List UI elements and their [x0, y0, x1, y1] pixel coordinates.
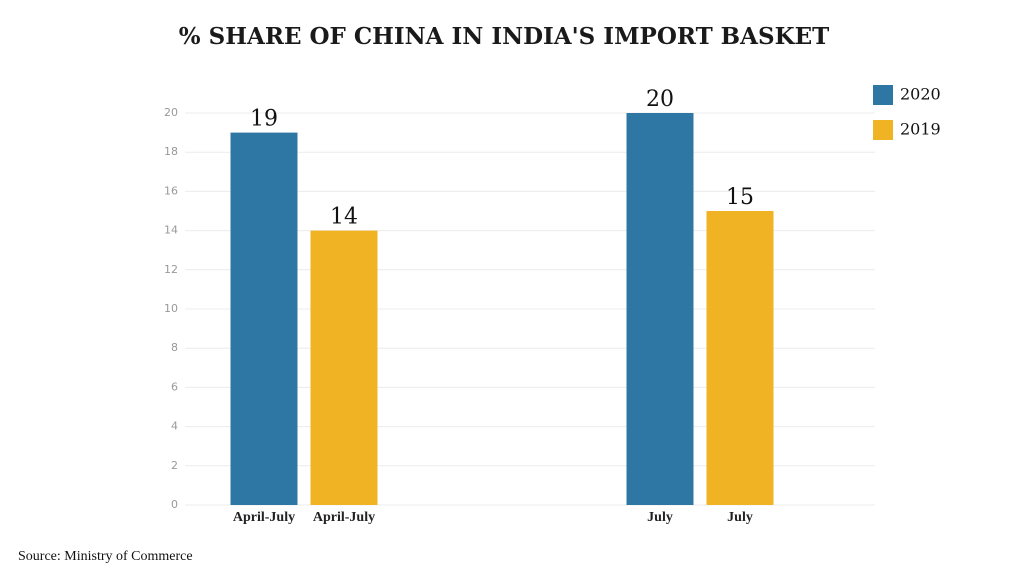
source: Source: Ministry of Commerce	[18, 549, 193, 564]
bar	[706, 211, 774, 505]
legend-swatch	[873, 120, 893, 140]
y-tick-label: 2	[171, 459, 178, 472]
bar	[230, 132, 298, 505]
x-tick-label: April-July	[233, 510, 295, 525]
legend-swatch	[873, 85, 893, 105]
value-label: 20	[646, 87, 674, 112]
y-tick-label: 10	[164, 302, 178, 315]
bar	[626, 113, 694, 505]
legend-label: 2019	[900, 120, 941, 139]
y-tick-label: 16	[164, 184, 178, 197]
x-tick-label: July	[727, 510, 753, 525]
y-tick-label: 0	[171, 498, 178, 511]
y-tick-label: 20	[164, 106, 178, 119]
x-tick-label: July	[647, 510, 673, 525]
value-label: 15	[726, 185, 754, 210]
y-tick-label: 12	[164, 263, 178, 276]
legend-label: 2020	[900, 85, 941, 104]
value-label: 19	[250, 107, 278, 132]
bar	[310, 230, 378, 505]
y-tick-label: 18	[164, 145, 178, 158]
y-tick-label: 6	[171, 380, 178, 393]
x-tick-label: April-July	[313, 510, 375, 525]
y-tick-label: 14	[164, 224, 178, 237]
y-tick-label: 8	[171, 341, 178, 354]
y-tick-label: 4	[171, 420, 178, 433]
value-label: 14	[330, 205, 358, 230]
chart-title: % SHARE OF CHINA IN INDIA'S IMPORT BASKE…	[179, 23, 829, 50]
